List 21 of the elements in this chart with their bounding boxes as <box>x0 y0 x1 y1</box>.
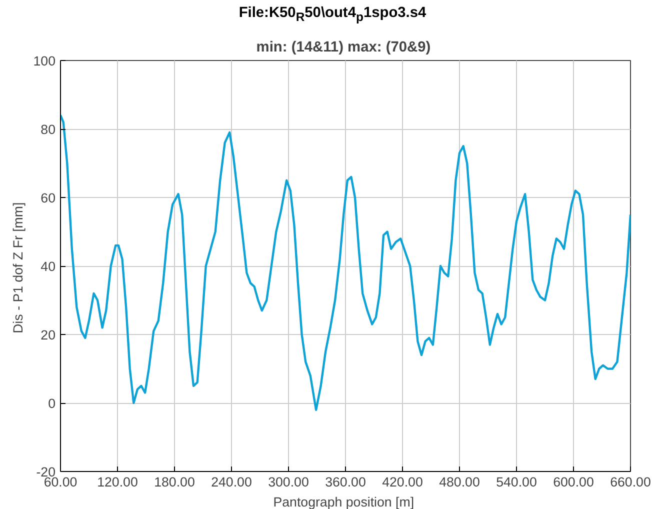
y-tick-label: 60 <box>40 190 56 206</box>
y-tick-label: 100 <box>33 54 56 68</box>
x-tick-label: 240.00 <box>211 474 252 490</box>
x-tick-label: 300.00 <box>268 474 309 490</box>
y-tick-label: 80 <box>40 122 56 137</box>
x-tick-label: 600.00 <box>553 474 594 490</box>
x-tick-label: 180.00 <box>154 474 195 490</box>
x-axis-title: Pantograph position [m] <box>273 494 414 509</box>
x-tick-label: 480.00 <box>439 474 480 490</box>
chart-subtitle: min: (14&11) max: (70&9) <box>256 40 431 56</box>
y-tick-label: 40 <box>40 259 56 274</box>
y-axis-title: Dis - P1 dof Z Fr [mm] <box>10 202 26 334</box>
chart-title: File:K50$_{R}$50\out4$_{p}$1spo3.s4 <box>238 5 426 25</box>
x-tick-label: 540.00 <box>496 474 537 490</box>
line-series <box>60 114 630 411</box>
y-tick-label: 20 <box>40 328 56 342</box>
x-tick-label: 360.00 <box>325 474 366 490</box>
y-tick-label: 0 <box>48 396 56 411</box>
x-tick-label: 420.00 <box>382 474 423 490</box>
x-tick-label: 120.00 <box>97 474 138 490</box>
x-tick-label: 660.00 <box>610 474 651 490</box>
